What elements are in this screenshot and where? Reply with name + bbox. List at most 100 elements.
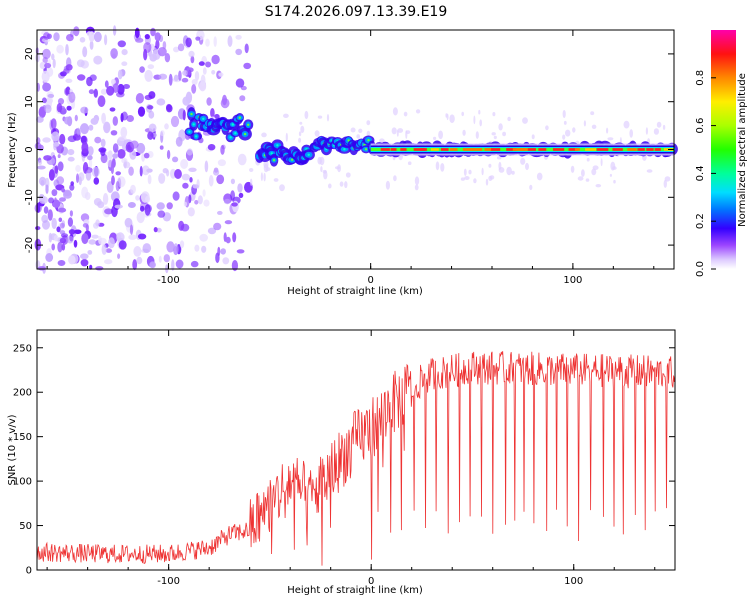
noise-blob [545,125,549,131]
noise-blob [118,136,127,142]
noise-blob [203,199,210,207]
noise-blob [115,171,121,176]
noise-blob [300,125,305,133]
y-tick-label: 200 [13,388,32,399]
noise-blob [379,138,385,144]
noise-blob [356,134,361,139]
noise-blob [191,84,197,94]
noise-blob [220,144,225,155]
noise-blob [132,259,138,271]
noise-blob [81,141,89,154]
snr-y-ticks: 0 50 100 150 200 250 [13,343,675,577]
snr-ylabel: SNR (10 * v/v) [7,414,18,485]
band-peak [585,148,597,151]
noise-blob [130,184,136,194]
ridge-core [195,135,198,138]
noise-blob [435,161,440,171]
noise-blob [462,129,466,136]
noise-blob [147,105,154,110]
noise-blob [613,179,616,184]
band-peak [538,148,547,151]
noise-blob [210,108,215,118]
band-peak [484,148,493,151]
noise-blob [116,232,125,242]
noise-blob [157,210,166,218]
noise-blob [177,43,185,52]
noise-blob [397,128,404,133]
noise-blob [204,160,209,173]
noise-blob [202,67,207,75]
noise-blob [136,256,143,265]
noise-blob [56,176,65,185]
noise-blob [279,184,285,192]
noise-blob [56,44,64,54]
noise-blob [662,124,666,130]
noise-blob [473,178,477,184]
noise-blob [42,220,50,230]
noise-blob [239,95,246,102]
noise-blob [45,253,54,262]
ridge-core [243,132,247,136]
noise-blob [213,169,220,176]
noise-blob [47,209,53,221]
y-tick-label: 250 [13,343,32,354]
noise-blob [107,150,113,160]
noise-blob [60,233,69,238]
noise-blob [58,217,63,223]
y-tick-label: 20 [24,48,35,61]
noise-blob [130,140,139,149]
noise-blob [91,166,100,178]
noise-blob [94,136,102,144]
noise-blob [172,156,179,163]
noise-blob [231,202,238,207]
noise-blob [44,62,52,69]
snr-frame [36,329,676,571]
noise-blob [656,121,662,128]
noise-blob [61,188,66,193]
noise-blob [260,172,263,182]
noise-blob [137,233,147,240]
noise-blob [76,173,79,183]
noise-blob [135,195,140,201]
noise-blob [140,191,150,203]
noise-blob [80,253,89,260]
noise-blob [178,220,185,231]
noise-blob [220,98,230,109]
noise-blob [314,130,320,137]
noise-blob [65,44,69,56]
band-peak [380,148,390,151]
noise-blob [166,202,173,210]
noise-blob [299,121,303,125]
noise-blob [263,160,269,169]
noise-blob [68,229,76,235]
noise-blob [164,53,171,63]
noise-blob [194,71,200,81]
ridge-core [272,159,276,162]
noise-blob [591,124,597,129]
noise-blob [68,91,76,103]
noise-blob [243,62,252,70]
noise-blob [623,120,630,129]
spectrogram-xlabel: Height of straight line (km) [287,286,423,297]
noise-blob [358,128,363,133]
noise-blob [100,153,108,164]
noise-blob [366,120,371,126]
noise-blob [88,158,93,169]
noise-blob [53,32,60,42]
noise-blob [600,158,603,167]
x-tick-label: 100 [563,275,582,286]
band-peak [400,148,407,151]
noise-blob [51,189,58,197]
noise-blob [182,182,189,189]
band-peak [512,148,525,151]
noise-blob [36,116,44,123]
noise-blob [304,110,309,120]
band-peak [568,148,578,151]
noise-blob [93,222,99,229]
noise-blob [135,37,144,43]
y-tick-label: 0 [24,146,35,152]
noise-blob [73,239,78,248]
noise-blob [101,244,107,255]
noise-blob [194,244,200,252]
noise-blob [67,217,73,227]
